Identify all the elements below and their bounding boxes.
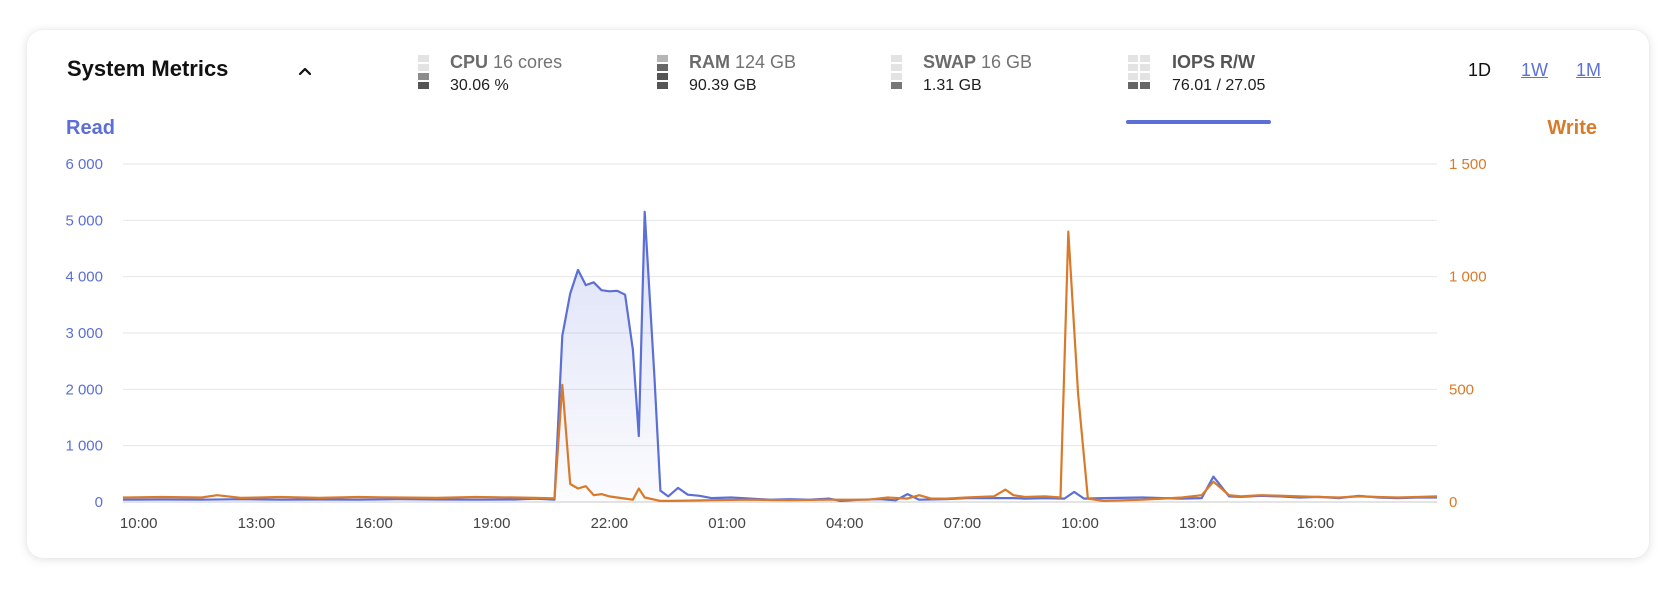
right-axis-title: Write (1547, 117, 1597, 139)
right-tick-label: 1 500 (1449, 156, 1487, 173)
range-1w-link[interactable]: 1W (1521, 60, 1548, 80)
metric-ram-label: RAM (689, 52, 730, 72)
x-tick-label: 16:00 (1297, 515, 1335, 532)
right-tick-label: 1 000 (1449, 269, 1487, 286)
x-tick-label: 01:00 (708, 515, 746, 532)
metric-cpu-value: 30.06 % (450, 77, 509, 94)
x-tick-label: 13:00 (1179, 515, 1217, 532)
chevron-up-icon (298, 67, 312, 76)
ram-level-icon (657, 55, 668, 89)
system-metrics-card: System Metrics CPU 16 cores 30.06 % RAM … (27, 30, 1649, 558)
metric-cpu-detail: 16 cores (493, 52, 563, 72)
active-metric-indicator (1126, 120, 1271, 124)
metric-swap-value: 1.31 GB (923, 77, 982, 94)
left-tick-label: 5 000 (65, 212, 103, 229)
x-tick-label: 19:00 (473, 515, 511, 532)
iops-chart: 6 000 5 000 4 000 3 000 2 000 1 000 0 1 500 1 00… (65, 156, 1487, 532)
left-tick-label: 4 000 (65, 269, 103, 286)
collapse-button[interactable] (292, 58, 318, 84)
metric-cpu-label: CPU (450, 52, 489, 72)
range-1d-button[interactable]: 1D (1468, 60, 1492, 80)
left-tick-label: 1 000 (65, 438, 103, 455)
metric-swap-detail: 16 GB (981, 52, 1033, 72)
range-1m-link[interactable]: 1M (1576, 60, 1602, 80)
x-tick-label: 13:00 (238, 515, 276, 532)
metric-iops-label: IOPS R/W (1172, 52, 1256, 72)
metric-iops-value: 76.01 / 27.05 (1172, 77, 1266, 94)
left-tick-label: 3 000 (65, 325, 103, 342)
left-tick-label: 2 000 (65, 381, 103, 398)
cpu-level-icon (418, 55, 429, 89)
read-series-line (122, 210, 1437, 502)
panel-title: System Metrics (67, 56, 229, 81)
x-tick-label: 22:00 (591, 515, 629, 532)
x-tick-label: 16:00 (355, 515, 393, 532)
x-tick-label: 10:00 (1061, 515, 1099, 532)
left-tick-label: 0 (95, 494, 103, 511)
right-tick-label: 0 (1449, 494, 1457, 511)
x-tick-label: 04:00 (826, 515, 864, 532)
metric-ram-value: 90.39 GB (689, 77, 757, 94)
left-axis-title: Read (66, 117, 115, 139)
x-tick-label: 10:00 (120, 515, 158, 532)
read-area-fill (554, 211, 661, 502)
metric-swap-label: SWAP (923, 52, 977, 72)
iops-level-icon (1128, 55, 1150, 89)
swap-level-icon (891, 55, 902, 89)
metric-ram-detail: 124 GB (735, 52, 797, 72)
left-tick-label: 6 000 (65, 156, 103, 173)
write-series-line (122, 230, 1438, 502)
x-tick-label: 07:00 (944, 515, 982, 532)
right-tick-label: 500 (1449, 381, 1474, 398)
